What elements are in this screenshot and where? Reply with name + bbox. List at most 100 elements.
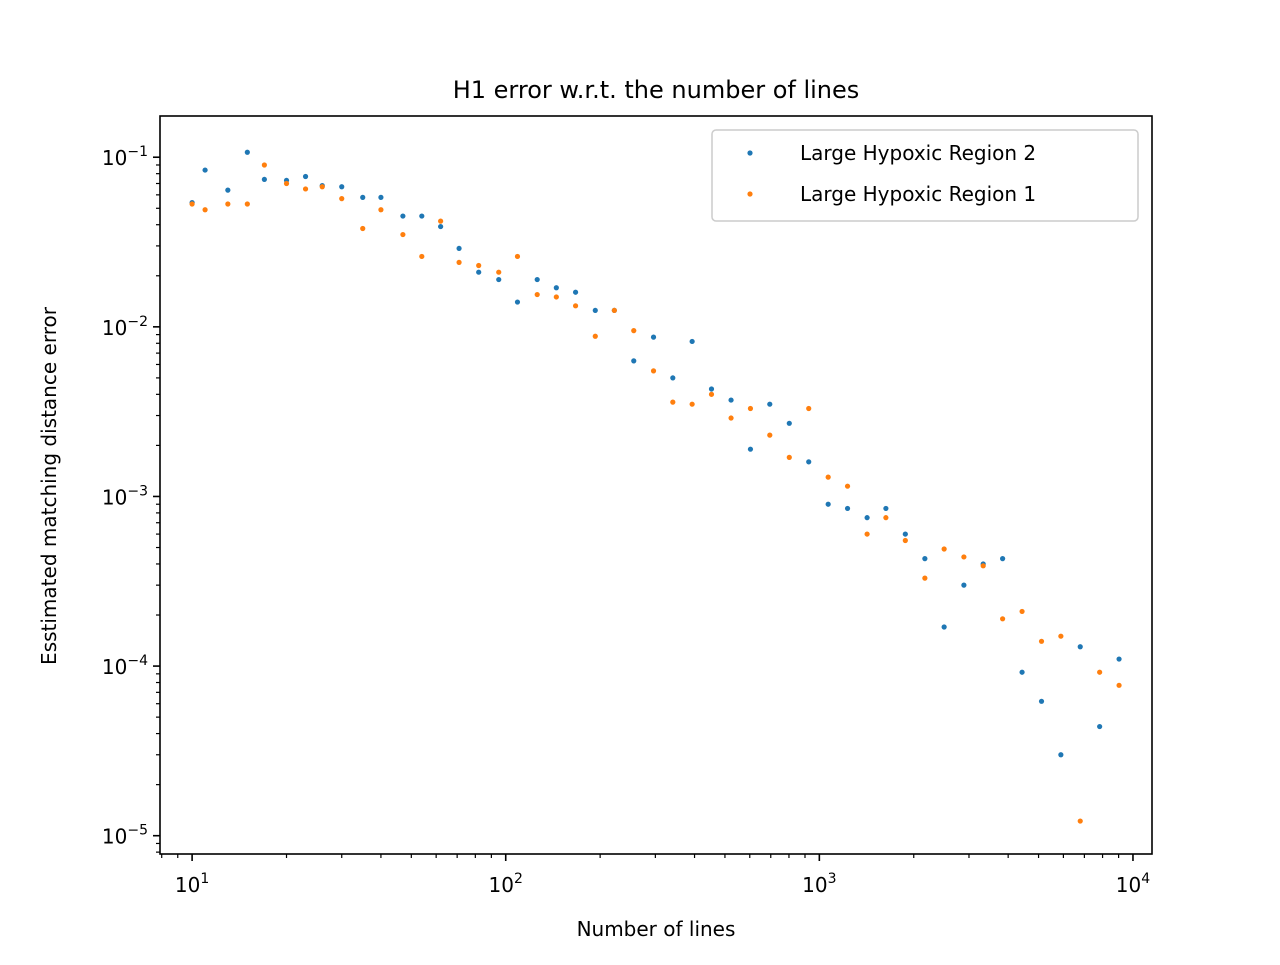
data-point-series-2 bbox=[689, 401, 695, 407]
y-axis-label: Esstimated matching distance error bbox=[37, 306, 61, 665]
data-point-series-2 bbox=[922, 575, 928, 581]
data-point-series-2 bbox=[806, 405, 812, 412]
data-point-series-2 bbox=[476, 262, 482, 269]
data-point-series-1 bbox=[1058, 752, 1064, 758]
legend-box bbox=[711, 129, 1139, 222]
data-point-series-2 bbox=[514, 253, 521, 260]
data-point-series-2 bbox=[496, 269, 502, 275]
y-tick-label: 10−2 bbox=[102, 314, 148, 340]
data-point-series-1 bbox=[360, 194, 366, 200]
data-point-series-2 bbox=[611, 307, 617, 314]
data-point-series-1 bbox=[631, 358, 637, 364]
data-point-series-2 bbox=[283, 180, 290, 187]
y-tick-label: 10−3 bbox=[102, 483, 148, 509]
data-point-series-1 bbox=[202, 167, 208, 173]
data-point-series-1 bbox=[1019, 669, 1025, 675]
chart-title: H1 error w.r.t. the number of lines bbox=[453, 76, 860, 104]
data-point-series-1 bbox=[534, 276, 540, 283]
data-point-series-1 bbox=[825, 501, 831, 507]
data-point-series-1 bbox=[476, 269, 482, 275]
data-point-series-1 bbox=[650, 334, 657, 340]
data-point-series-2 bbox=[1097, 669, 1103, 675]
x-tick-label: 101 bbox=[175, 871, 209, 897]
data-point-series-1 bbox=[496, 276, 502, 283]
data-point-series-1 bbox=[438, 223, 444, 230]
data-point-series-2 bbox=[319, 184, 325, 190]
data-point-series-1 bbox=[1116, 656, 1122, 662]
plot-frame bbox=[159, 115, 1153, 855]
legend-marker-series-2 bbox=[747, 191, 753, 197]
legend-label-series-2: Large Hypoxic Region 1 bbox=[800, 182, 1036, 206]
data-point-series-1 bbox=[1097, 723, 1103, 730]
data-point-series-1 bbox=[553, 285, 559, 291]
data-point-series-1 bbox=[572, 289, 579, 295]
data-point-series-2 bbox=[225, 201, 231, 207]
data-point-series-2 bbox=[980, 563, 986, 569]
data-point-series-1 bbox=[922, 556, 928, 562]
data-point-series-2 bbox=[1058, 633, 1064, 639]
data-point-series-2 bbox=[786, 454, 792, 460]
data-point-series-1 bbox=[728, 397, 734, 403]
data-point-series-1 bbox=[456, 245, 462, 252]
data-point-series-1 bbox=[902, 531, 908, 537]
data-point-series-2 bbox=[378, 207, 384, 213]
data-point-series-1 bbox=[961, 582, 967, 588]
data-point-series-1 bbox=[883, 505, 889, 512]
data-point-series-2 bbox=[572, 303, 579, 309]
legend-label-series-1: Large Hypoxic Region 2 bbox=[800, 141, 1036, 165]
legend-marker-series-1 bbox=[747, 150, 753, 156]
data-point-series-2 bbox=[767, 432, 773, 438]
x-tick-label: 104 bbox=[1116, 871, 1150, 897]
data-point-series-2 bbox=[1077, 818, 1083, 824]
data-point-series-1 bbox=[708, 386, 715, 392]
data-point-series-2 bbox=[419, 253, 425, 260]
data-point-series-2 bbox=[941, 546, 947, 552]
data-point-series-2 bbox=[553, 294, 559, 300]
data-point-series-2 bbox=[864, 531, 870, 537]
x-tick-label: 103 bbox=[802, 871, 836, 897]
data-point-series-1 bbox=[592, 307, 598, 314]
data-point-series-2 bbox=[728, 415, 734, 421]
data-point-series-1 bbox=[747, 446, 754, 452]
x-axis-label: Number of lines bbox=[577, 917, 736, 941]
data-point-series-1 bbox=[806, 459, 812, 465]
data-point-series-1 bbox=[844, 505, 851, 512]
data-point-series-2 bbox=[339, 196, 345, 202]
data-point-series-2 bbox=[747, 405, 754, 412]
data-point-series-2 bbox=[883, 515, 889, 521]
data-point-series-1 bbox=[864, 515, 870, 521]
x-tick-label: 102 bbox=[489, 871, 523, 897]
data-point-series-2 bbox=[244, 201, 250, 207]
data-point-series-2 bbox=[650, 368, 657, 374]
data-point-series-1 bbox=[225, 187, 231, 193]
data-point-series-2 bbox=[261, 162, 267, 168]
data-point-series-1 bbox=[689, 338, 695, 345]
data-point-series-1 bbox=[767, 401, 773, 407]
data-point-series-1 bbox=[419, 213, 425, 219]
data-point-series-1 bbox=[670, 375, 676, 381]
data-point-series-1 bbox=[400, 213, 406, 219]
data-point-series-1 bbox=[339, 184, 345, 190]
plot-area: 101 102 103 104 10−1 10−2 10−3 10−4 10−5 bbox=[102, 115, 1153, 897]
data-point-series-1 bbox=[1038, 698, 1045, 704]
data-point-series-2 bbox=[302, 186, 309, 192]
data-point-series-2 bbox=[631, 328, 637, 334]
y-tick-label: 10−4 bbox=[102, 653, 148, 679]
data-point-series-2 bbox=[438, 218, 444, 224]
data-point-series-2 bbox=[844, 483, 851, 489]
data-point-series-2 bbox=[670, 399, 676, 405]
data-point-series-2 bbox=[189, 201, 195, 207]
data-point-series-1 bbox=[941, 624, 947, 630]
data-point-series-1 bbox=[378, 194, 384, 200]
data-point-series-1 bbox=[514, 299, 521, 305]
data-point-series-1 bbox=[244, 149, 250, 155]
data-point-series-1 bbox=[1077, 644, 1083, 650]
data-point-series-2 bbox=[902, 537, 908, 544]
data-point-series-2 bbox=[592, 333, 598, 339]
y-tick-label: 10−1 bbox=[102, 144, 148, 170]
data-point-series-2 bbox=[1019, 608, 1025, 615]
data-point-series-2 bbox=[456, 259, 462, 265]
data-point-series-1 bbox=[1000, 556, 1006, 562]
